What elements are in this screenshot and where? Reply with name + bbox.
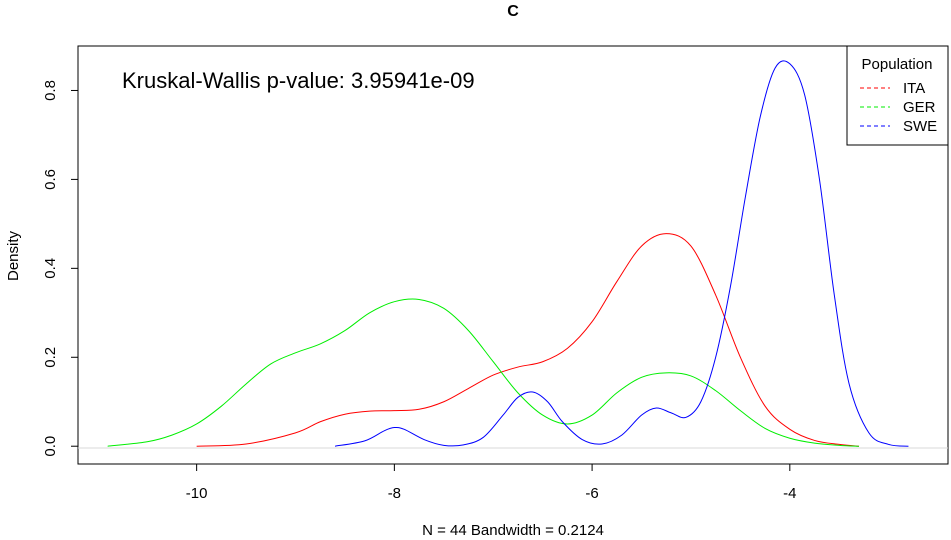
x-tick-label: -4 (783, 485, 796, 502)
x-tick-label: -6 (585, 485, 598, 502)
legend-box (846, 45, 949, 146)
legend-items: ITA GER SWE (860, 80, 937, 135)
legend-label-ita: ITA (903, 80, 925, 97)
legend-title: Population (862, 56, 933, 73)
legend-label-ger: GER (903, 99, 936, 116)
x-axis-label: N = 44 Bandwidth = 0.2124 (422, 522, 604, 539)
series-line-ita (196, 233, 860, 447)
y-tick-label: 0.6 (42, 169, 59, 190)
plot-frame (77, 45, 949, 465)
y-axis-label: Density (5, 230, 22, 281)
legend: Population ITA GER SWE (846, 45, 949, 146)
y-tick-label: 0.2 (42, 347, 59, 368)
legend-label-swe: SWE (903, 118, 937, 135)
x-tick-label: -10 (186, 485, 208, 502)
y-axis: 0.0 0.2 0.4 0.6 0.8 (42, 80, 79, 457)
x-tick-label: -8 (388, 485, 401, 502)
series-line-swe (334, 60, 909, 447)
series-line-ger (107, 298, 860, 447)
y-tick-label: 0.4 (42, 258, 59, 279)
chart-title: C (507, 3, 519, 20)
x-axis: -10 -8 -6 -4 (186, 463, 796, 502)
y-tick-label: 0.8 (42, 80, 59, 101)
series-layer (107, 60, 909, 447)
y-tick-label: 0.0 (42, 436, 59, 457)
kruskal-wallis-annotation: Kruskal-Wallis p-value: 3.95941e-09 (122, 68, 475, 93)
